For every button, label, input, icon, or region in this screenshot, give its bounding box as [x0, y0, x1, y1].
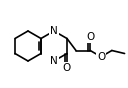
Text: O: O — [63, 63, 71, 73]
Text: O: O — [86, 32, 94, 42]
Text: N: N — [50, 26, 58, 36]
Text: N: N — [50, 56, 58, 66]
Text: O: O — [97, 52, 105, 62]
